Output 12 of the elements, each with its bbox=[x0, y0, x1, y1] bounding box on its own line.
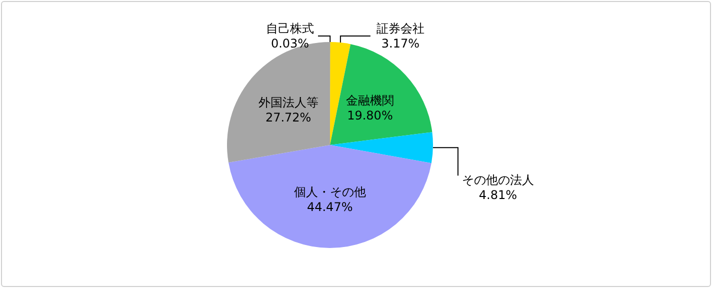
data-label: 4.81% bbox=[478, 188, 518, 202]
data-label: 19.80% bbox=[347, 108, 393, 122]
data-label: 0.03% bbox=[270, 36, 310, 50]
slice-label: 金融機関 bbox=[346, 93, 394, 108]
slice-label: 自己株式 bbox=[266, 22, 314, 36]
slice-label: その他の法人 bbox=[462, 173, 534, 188]
slice-label: 証券会社 bbox=[376, 22, 424, 36]
data-label: 3.17% bbox=[381, 36, 420, 50]
slice-label: 外国法人等 bbox=[258, 95, 318, 110]
slice-label: 個人・その他 bbox=[294, 185, 366, 199]
data-label: 44.47% bbox=[306, 200, 353, 214]
data-label: 27.72% bbox=[265, 110, 312, 124]
